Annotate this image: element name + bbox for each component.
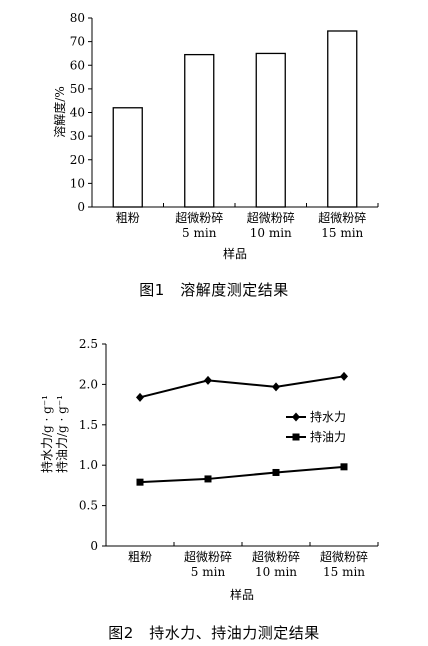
bar bbox=[184, 53, 215, 208]
y-axis-label-oil: 持油力/g · g⁻¹ bbox=[54, 395, 69, 473]
x-axis-label: 样品 bbox=[223, 246, 247, 261]
x-tick-label: 粗粉 bbox=[128, 550, 152, 564]
water-holding-data-point bbox=[272, 382, 280, 392]
y-tick-label: 70 bbox=[70, 35, 85, 49]
x-tick-label: 10 min bbox=[255, 565, 297, 579]
y-tick-label: 2.5 bbox=[79, 337, 98, 351]
oil-holding-legend-marker bbox=[292, 433, 300, 441]
water-holding-data-point bbox=[136, 392, 144, 402]
y-tick-label: 80 bbox=[70, 11, 85, 25]
figure-1-caption: 图1 溶解度测定结果 bbox=[139, 281, 289, 299]
x-tick-label: 15 min bbox=[323, 565, 365, 579]
bar bbox=[255, 52, 286, 208]
y-tick-label: 10 bbox=[70, 176, 85, 190]
x-tick-label: 超微粉碎 bbox=[318, 210, 366, 225]
oil-holding-data-point bbox=[136, 478, 144, 486]
x-tick-label: 超微粉碎 bbox=[320, 549, 368, 564]
y-tick-label: 0 bbox=[90, 539, 98, 553]
x-tick-label: 粗粉 bbox=[116, 211, 140, 225]
y-tick-label: 2.0 bbox=[79, 377, 98, 391]
y-tick-label: 30 bbox=[70, 129, 85, 143]
oil-holding-data-point bbox=[340, 463, 348, 471]
x-tick-label: 5 min bbox=[182, 226, 217, 240]
x-tick-label: 10 min bbox=[250, 226, 292, 240]
legend-label: 持油力 bbox=[310, 429, 346, 444]
oil-holding-data-point bbox=[204, 475, 212, 483]
y-tick-label: 20 bbox=[70, 153, 85, 167]
water-holding-data-point bbox=[204, 375, 212, 385]
oil-holding-series-line bbox=[139, 465, 345, 484]
y-axis-label-water: 持水力/g · g⁻¹ bbox=[39, 395, 54, 473]
x-tick-label: 超微粉碎 bbox=[175, 210, 223, 225]
y-tick-label: 1.0 bbox=[79, 458, 98, 472]
bar bbox=[327, 30, 358, 208]
figure-2-caption: 图2 持水力、持油力测定结果 bbox=[108, 624, 320, 642]
y-tick-label: 0.5 bbox=[79, 499, 98, 513]
oil-holding-data-point bbox=[272, 468, 280, 476]
x-tick-label: 超微粉碎 bbox=[252, 549, 300, 564]
y-tick-label: 0 bbox=[77, 200, 85, 214]
y-tick-label: 60 bbox=[70, 58, 85, 72]
y-tick-label: 50 bbox=[70, 82, 85, 96]
bar bbox=[112, 107, 143, 208]
y-axis-label: 溶解度/% bbox=[52, 86, 67, 137]
water-holding-legend-marker bbox=[292, 412, 300, 422]
y-tick-label: 1.5 bbox=[79, 418, 98, 432]
x-tick-label: 5 min bbox=[191, 565, 226, 579]
water-holding-data-point bbox=[340, 371, 348, 381]
legend-label: 持水力 bbox=[310, 409, 346, 424]
y-tick-label: 40 bbox=[70, 106, 85, 120]
x-tick-label: 15 min bbox=[321, 226, 363, 240]
x-tick-label: 超微粉碎 bbox=[247, 210, 295, 225]
x-axis-label: 样品 bbox=[230, 587, 254, 600]
x-tick-label: 超微粉碎 bbox=[184, 549, 232, 564]
water-holding-series-line bbox=[139, 375, 345, 399]
